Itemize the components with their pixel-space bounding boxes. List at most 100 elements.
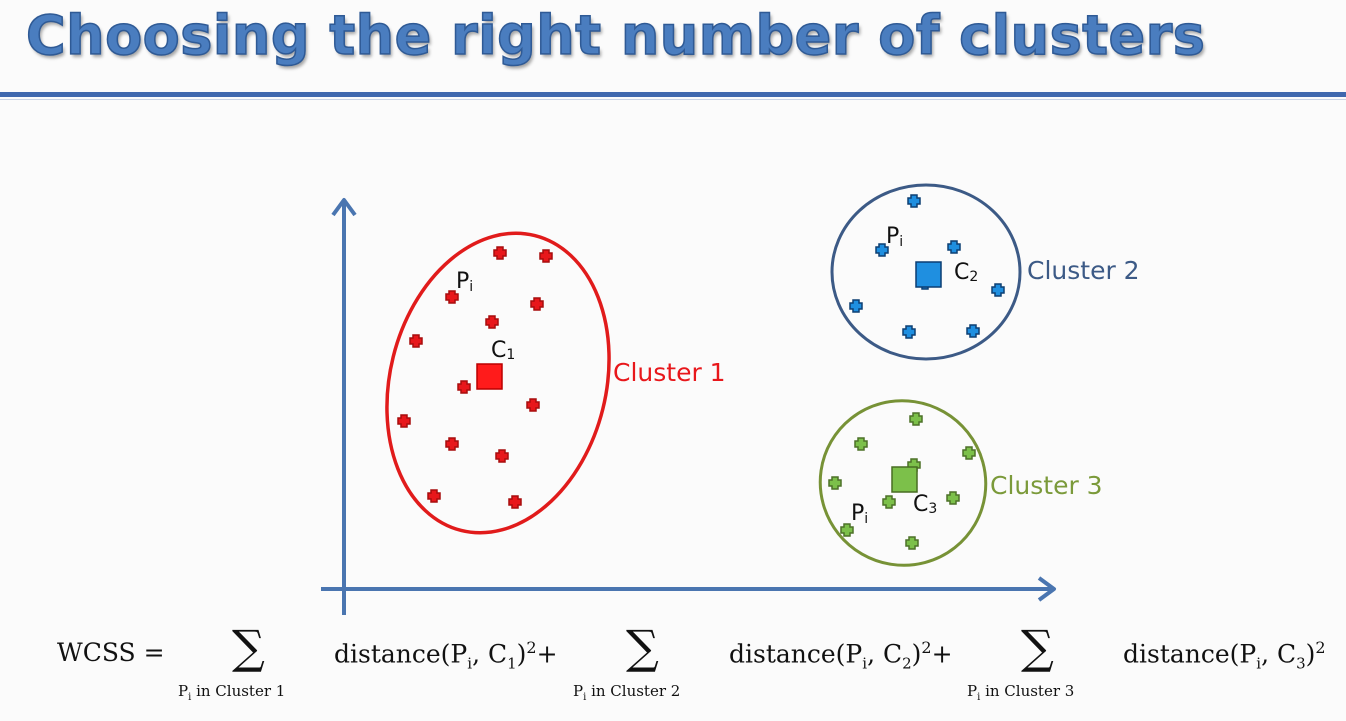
centroid-2-marker [915, 261, 942, 288]
cluster-3-point [909, 412, 923, 426]
centroid-3-marker [891, 466, 918, 493]
formula-lhs: WCSS = [57, 638, 165, 667]
cluster-3-point [962, 446, 976, 460]
cluster-1-point [409, 334, 423, 348]
cluster-3-point [840, 523, 854, 537]
y-axis-arrowhead [331, 198, 357, 217]
cluster-3-point [828, 476, 842, 490]
points-layer [397, 194, 1005, 550]
summation-2-subscript: Pi in Cluster 2 [573, 682, 680, 703]
cluster-2-point [966, 324, 980, 338]
term-2-sub: i [862, 654, 868, 673]
cluster-1-point [427, 489, 441, 503]
distance-term-3: distance(Pi, C3)2 [1123, 638, 1326, 672]
term-2-mid: , C [867, 639, 903, 669]
cluster-3-point [946, 491, 960, 505]
point-label-1-sub: i [469, 279, 473, 295]
centroid-2-label-base: C [954, 260, 969, 285]
term-2-power: 2 [921, 638, 932, 657]
point-label-cluster-3: Pi [851, 501, 868, 527]
sum-3-under-tail: in Cluster 3 [980, 682, 1075, 700]
centroid-1-label-base: C [491, 338, 506, 363]
cluster-1-point [457, 380, 471, 394]
term-2-text: distance(P [729, 639, 863, 669]
sum-1-under-base: P [178, 682, 189, 700]
cluster-3-boundary [818, 399, 988, 567]
cluster-3-point [905, 536, 919, 550]
title-divider-shadow [0, 99, 1346, 100]
cluster-1-point [485, 315, 499, 329]
cluster-2-boundary [830, 183, 1022, 361]
summation-1-subscript: Pi in Cluster 1 [178, 682, 285, 703]
cluster-1-point [445, 290, 459, 304]
summation-3-symbol: ∑ [1021, 620, 1054, 674]
distance-term-1: distance(Pi, C1)2+ [334, 638, 558, 672]
cluster-1-point [508, 495, 522, 509]
cluster-1-point [493, 246, 507, 260]
centroid-3-label-sub: 3 [928, 501, 937, 517]
point-label-1-base: P [456, 269, 469, 294]
term-1-tail: ) [516, 639, 527, 669]
sum-2-under-base: P [573, 682, 584, 700]
centroid-3-label-base: C [913, 492, 928, 517]
term-1-csub: 1 [507, 654, 517, 673]
slide-title: Choosing the right number of clusters [25, 3, 1206, 68]
term-3-mid: , C [1261, 639, 1297, 669]
cluster-1-point [397, 414, 411, 428]
cluster-2-point [991, 283, 1005, 297]
point-label-3-sub: i [864, 511, 868, 527]
cluster-1-point [530, 297, 544, 311]
centroid-3-label: C3 [913, 492, 937, 517]
x-axis-arrowhead [1037, 576, 1056, 602]
term-2-csub: 2 [902, 654, 912, 673]
cluster-2-label: Cluster 2 [1027, 256, 1140, 285]
summation-1-symbol: ∑ [232, 620, 265, 674]
sum-3-under-base: P [967, 682, 978, 700]
centroid-1-label-sub: 1 [506, 347, 515, 363]
cluster-diagram: Cluster 1 Cluster 2 Cluster 3 C1 C2 C3 P… [321, 183, 1140, 615]
sum-2-under-sub: i [583, 692, 587, 703]
centroid-2-label: C2 [954, 260, 978, 285]
centroid-1-marker [476, 363, 503, 390]
term-1-power: 2 [526, 638, 537, 657]
term-3-text: distance(P [1123, 639, 1257, 669]
cluster-1-boundary [385, 231, 611, 535]
cluster-2-point [907, 194, 921, 208]
summation-2-symbol: ∑ [626, 620, 659, 674]
point-label-cluster-1: Pi [456, 269, 473, 295]
point-label-cluster-2: Pi [886, 224, 903, 250]
term-1-mid: , C [472, 639, 508, 669]
cluster-1-point [495, 449, 509, 463]
summation-3-subscript: Pi in Cluster 3 [967, 682, 1074, 703]
centroid-1-label: C1 [491, 338, 515, 363]
term-1-sub: i [467, 654, 473, 673]
cluster-3-point [882, 495, 896, 509]
point-label-2-sub: i [899, 234, 903, 250]
cluster-3-point [854, 437, 868, 451]
cluster-1-point [526, 398, 540, 412]
term-3-csub: 3 [1296, 654, 1306, 673]
point-label-2-base: P [886, 224, 899, 249]
term-3-sub: i [1256, 654, 1262, 673]
point-label-3-base: P [851, 501, 864, 526]
term-2-tail: ) [911, 639, 922, 669]
cluster-1-point [445, 437, 459, 451]
sum-3-under-sub: i [977, 692, 981, 703]
sum-2-under-tail: in Cluster 2 [586, 682, 681, 700]
sum-1-under-sub: i [188, 692, 192, 703]
term-3-power: 2 [1315, 638, 1326, 657]
cluster-2-point [875, 243, 889, 257]
cluster-2-point [947, 240, 961, 254]
centroid-2-label-sub: 2 [969, 269, 978, 285]
wcss-formula: WCSS = ∑ Pi in Cluster 1 distance(Pi, C1… [0, 620, 1346, 720]
cluster-2-point [902, 325, 916, 339]
cluster-3-label: Cluster 3 [990, 471, 1103, 500]
cluster-2-point [849, 299, 863, 313]
cluster-1-label: Cluster 1 [613, 358, 726, 387]
term-3-tail: ) [1305, 639, 1316, 669]
term-1-plus: + [536, 639, 558, 669]
term-2-plus: + [931, 639, 953, 669]
sum-1-under-tail: in Cluster 1 [191, 682, 286, 700]
axes [321, 198, 1056, 615]
term-1-text: distance(P [334, 639, 468, 669]
